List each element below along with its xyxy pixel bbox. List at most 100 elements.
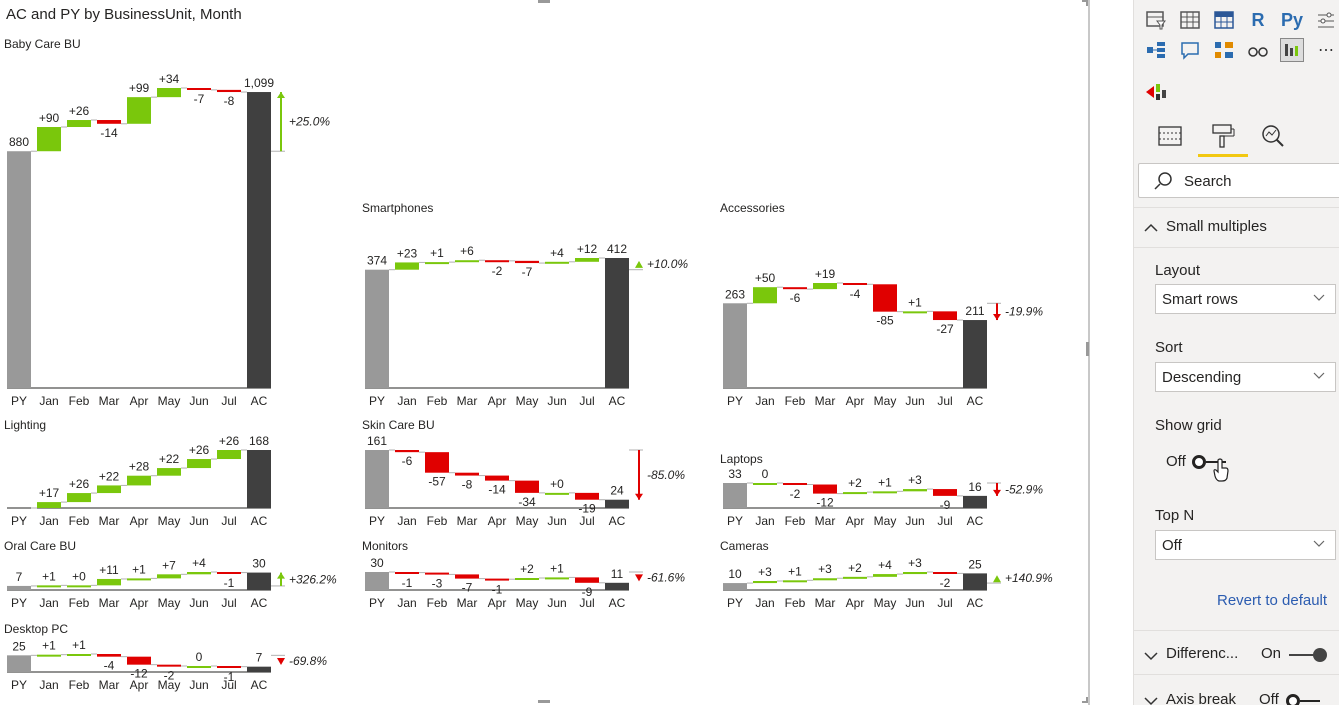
x-tick-label: Mar (99, 394, 120, 408)
delta-value-label: -2 (164, 669, 175, 683)
format-search-input[interactable]: Search (1138, 163, 1339, 198)
axis-break-toggle[interactable] (1286, 694, 1326, 705)
ac-value-label: 25 (968, 557, 982, 571)
small-multiples-body (1134, 247, 1339, 630)
delta-bar (97, 485, 121, 494)
resize-handle-top[interactable] (538, 0, 550, 3)
differences-toggle[interactable] (1289, 648, 1329, 662)
x-tick-label: Jul (937, 394, 952, 408)
zebra-bi-icon[interactable] (1280, 38, 1304, 62)
ac-bar (963, 573, 987, 590)
x-tick-label: Apr (846, 514, 865, 528)
small-multiples-visual[interactable]: Baby Care BU PY Jan Feb Mar Apr May Jun Jul AC 880… (0, 0, 1090, 705)
x-tick-label: Jun (905, 596, 924, 610)
show-grid-label: Show grid (1155, 417, 1222, 434)
delta-value-label: +3 (818, 562, 832, 576)
x-tick-label: Feb (427, 596, 448, 610)
layout-dropdown[interactable]: Smart rows (1155, 284, 1336, 314)
delta-value-label: +1 (42, 569, 56, 583)
chart-title: Skin Care BU (362, 418, 435, 432)
delta-bar (97, 654, 121, 657)
delta-bar (127, 578, 151, 581)
delta-bar (545, 261, 569, 264)
delta-bar (217, 572, 241, 574)
differences-section-header[interactable]: Differenc... On (1134, 630, 1339, 674)
format-tab[interactable] (1208, 122, 1238, 150)
py-value-label: 25 (12, 639, 26, 653)
delta-value-label: -1 (224, 576, 235, 590)
x-tick-label: Feb (785, 514, 806, 528)
sort-dropdown[interactable]: Descending (1155, 362, 1336, 392)
delta-bar (933, 489, 957, 496)
key-influencers-icon[interactable] (1144, 38, 1168, 62)
r-visual-icon[interactable]: R (1251, 9, 1265, 30)
delta-value-label: -6 (790, 291, 801, 305)
x-tick-label: Feb (69, 596, 90, 610)
chart-title: Oral Care BU (4, 539, 76, 553)
custom-visual-icon[interactable] (1144, 80, 1168, 104)
decomposition-tree-icon[interactable] (1212, 38, 1236, 62)
chart-title: Smartphones (362, 201, 433, 215)
more-icon[interactable] (1314, 8, 1338, 32)
x-tick-label: Jun (189, 394, 208, 408)
axis-break-section-header[interactable]: Axis break Off (1134, 674, 1339, 705)
differences-state: On (1261, 645, 1282, 662)
delta-value-label: +0 (72, 569, 86, 583)
x-tick-label: Mar (457, 596, 478, 610)
smart-narrative-icon[interactable] (1246, 38, 1270, 62)
delta-value-label: -14 (100, 126, 118, 140)
x-tick-label: Jan (397, 394, 416, 408)
delta-value-label: +4 (192, 556, 206, 570)
resize-handle-corner[interactable] (1082, 0, 1088, 6)
delta-bar (515, 480, 539, 493)
topn-value: Off (1162, 537, 1182, 554)
delta-bar (753, 287, 777, 304)
analytics-tab[interactable] (1258, 122, 1288, 150)
ac-value-label: 1,099 (244, 76, 274, 90)
delta-value-label: 0 (762, 467, 769, 481)
x-tick-label: May (516, 596, 539, 610)
ac-bar (605, 258, 629, 388)
python-visual-icon[interactable]: Py (1280, 9, 1304, 30)
x-tick-label: PY (727, 394, 743, 408)
delta-bar (127, 656, 151, 665)
topn-dropdown[interactable]: Off (1155, 530, 1336, 560)
delta-value-label: +1 (132, 562, 146, 576)
table-filter-icon[interactable] (1144, 8, 1168, 32)
show-grid-toggle[interactable] (1192, 455, 1232, 469)
sort-value: Descending (1162, 369, 1242, 386)
resize-handle-right[interactable] (1086, 342, 1089, 356)
table-icon[interactable] (1178, 8, 1202, 32)
revert-to-default-link[interactable]: Revert to default (1217, 592, 1328, 609)
delta-value-label: -2 (940, 576, 951, 590)
py-value-label: 30 (370, 556, 384, 570)
x-tick-label: May (874, 394, 897, 408)
delta-value-label: -12 (816, 496, 834, 510)
delta-value-label: -1 (224, 670, 235, 684)
matrix-icon[interactable] (1212, 8, 1236, 32)
x-tick-label: Jul (937, 596, 952, 610)
variance-label: -61.6% (647, 570, 685, 584)
resize-handle-corner[interactable] (1082, 697, 1088, 703)
delta-value-label: +3 (908, 473, 922, 487)
sort-label: Sort (1155, 339, 1183, 356)
chevron-down-icon (1313, 290, 1325, 307)
delta-value-label: -7 (462, 581, 473, 595)
delta-value-label: +1 (72, 638, 86, 652)
ac-bar (247, 450, 271, 508)
ellipsis-icon[interactable]: ⋯ (1318, 42, 1334, 59)
x-tick-label: Mar (99, 514, 120, 528)
x-tick-label: Jul (579, 596, 594, 610)
variance-label: -85.0% (647, 468, 685, 482)
qa-icon[interactable] (1178, 38, 1202, 62)
ac-bar (963, 320, 987, 388)
x-tick-label: AC (609, 596, 626, 610)
fields-tab[interactable] (1156, 122, 1186, 150)
delta-bar (217, 450, 241, 460)
small-multiples-section-header[interactable]: Small multiples (1134, 207, 1339, 247)
variance-label: +10.0% (647, 257, 688, 271)
py-bar (7, 585, 31, 590)
x-tick-label: PY (11, 596, 27, 610)
delta-value-label: +28 (129, 460, 150, 474)
resize-handle-bottom[interactable] (538, 700, 550, 703)
